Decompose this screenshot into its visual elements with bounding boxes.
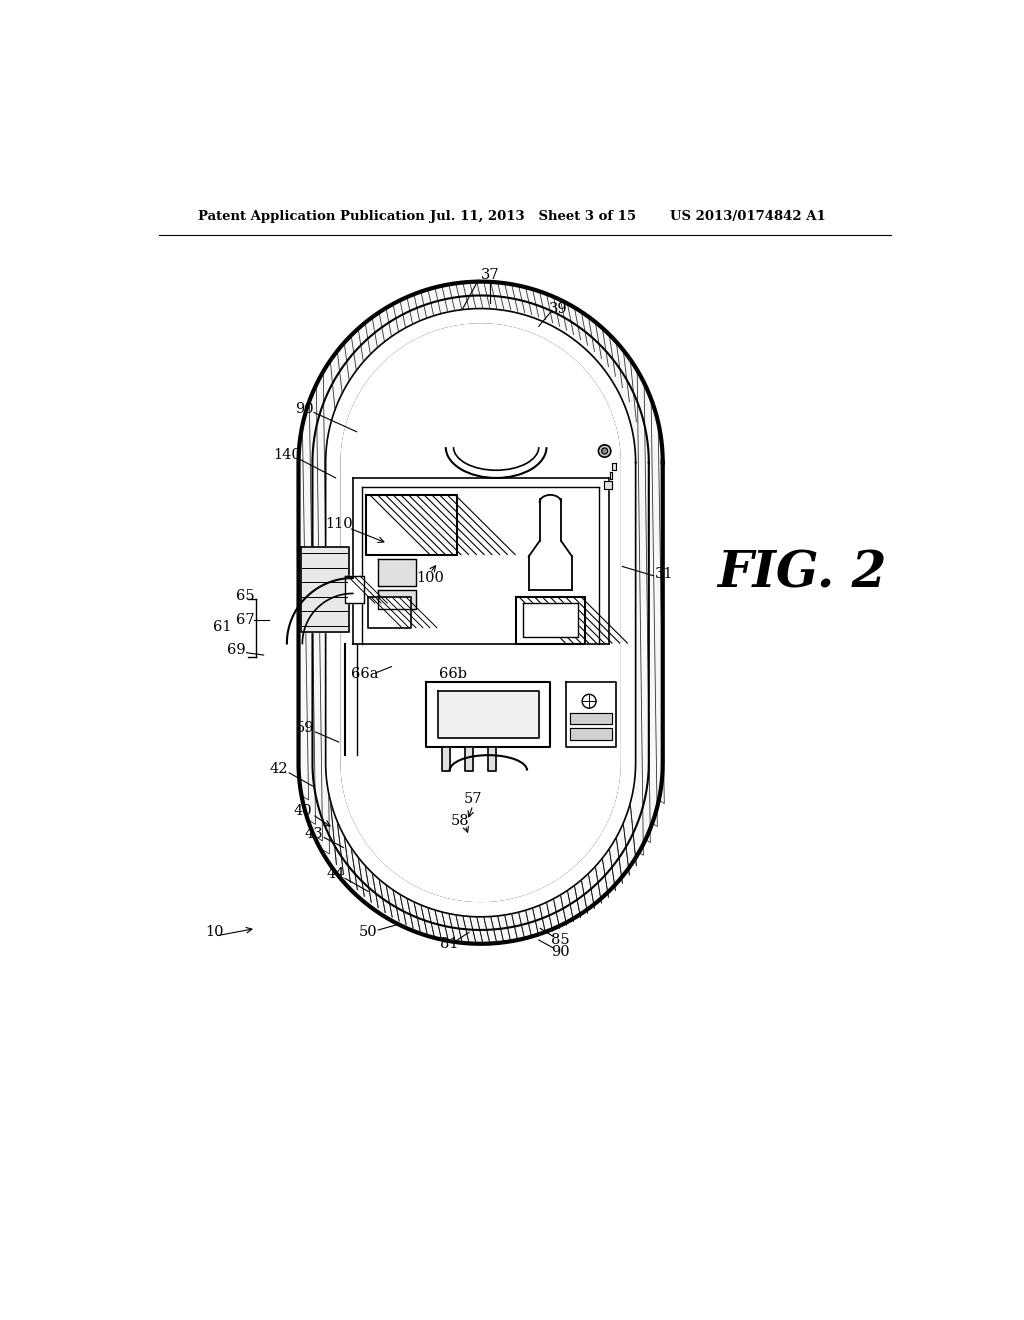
Text: 59: 59 [296, 721, 314, 735]
Text: 67: 67 [237, 614, 255, 627]
Text: 57: 57 [464, 792, 482, 807]
Text: US 2013/0174842 A1: US 2013/0174842 A1 [671, 210, 826, 223]
Text: 66b: 66b [439, 668, 468, 681]
Polygon shape [345, 576, 365, 603]
Text: Patent Application Publication: Patent Application Publication [198, 210, 425, 223]
Text: 140: 140 [273, 447, 301, 462]
Polygon shape [442, 747, 450, 771]
Polygon shape [523, 603, 578, 638]
Text: 69: 69 [227, 643, 246, 656]
Polygon shape [465, 747, 473, 771]
Text: 100: 100 [417, 572, 444, 585]
Text: 85: 85 [551, 933, 569, 946]
Text: 10: 10 [206, 925, 224, 940]
Text: 44: 44 [327, 867, 345, 882]
Text: 65: 65 [237, 589, 255, 603]
Text: 31: 31 [655, 568, 674, 581]
Polygon shape [378, 590, 417, 609]
Text: FIG. 2: FIG. 2 [717, 549, 887, 599]
Text: 90: 90 [551, 945, 569, 958]
Polygon shape [301, 548, 349, 632]
Polygon shape [612, 462, 616, 470]
Polygon shape [378, 558, 417, 586]
Text: 50: 50 [359, 925, 378, 940]
Text: 66a: 66a [350, 668, 378, 681]
Polygon shape [566, 682, 616, 747]
Circle shape [601, 447, 607, 454]
Text: 40: 40 [293, 804, 311, 817]
Text: 58: 58 [451, 813, 469, 828]
Polygon shape [341, 323, 621, 902]
Polygon shape [604, 480, 612, 488]
Polygon shape [569, 713, 612, 725]
Text: 43: 43 [305, 828, 324, 841]
Text: 110: 110 [325, 517, 352, 531]
Polygon shape [299, 281, 663, 944]
Polygon shape [488, 747, 496, 771]
Polygon shape [369, 597, 411, 628]
Polygon shape [569, 729, 612, 739]
Text: Jul. 11, 2013   Sheet 3 of 15: Jul. 11, 2013 Sheet 3 of 15 [430, 210, 636, 223]
Polygon shape [366, 495, 458, 554]
Text: 61: 61 [213, 619, 231, 634]
Polygon shape [326, 309, 636, 917]
Polygon shape [610, 471, 612, 479]
Polygon shape [426, 682, 550, 747]
Text: 81: 81 [440, 937, 459, 950]
Circle shape [583, 694, 596, 708]
Text: 37: 37 [480, 268, 500, 282]
Circle shape [598, 445, 611, 457]
Polygon shape [438, 692, 539, 738]
Text: 42: 42 [270, 762, 289, 776]
Text: 90: 90 [295, 401, 314, 416]
Text: 39: 39 [549, 301, 567, 315]
Polygon shape [515, 597, 586, 644]
